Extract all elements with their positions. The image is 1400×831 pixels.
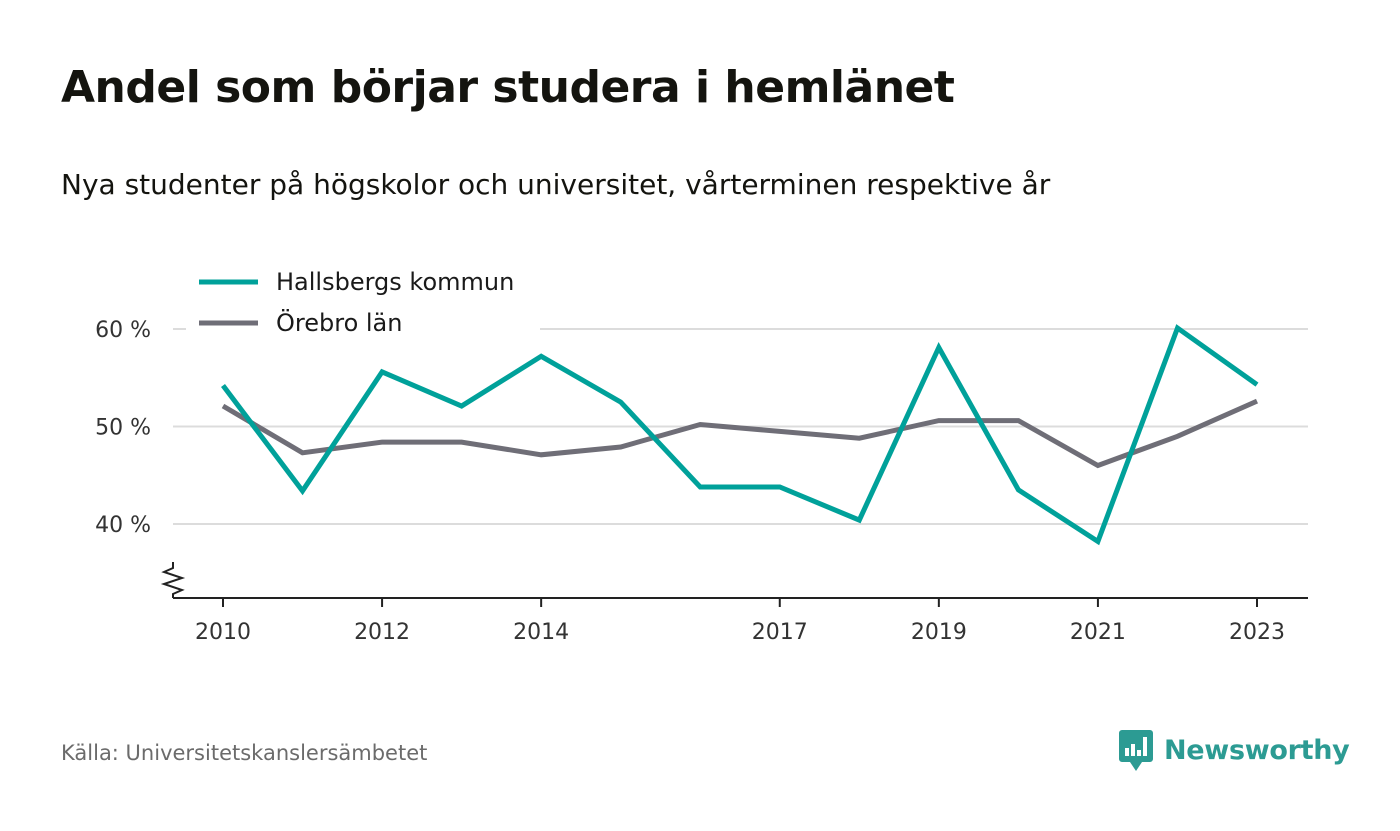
x-axis — [160, 562, 1308, 599]
y-axis-tick-labels: 40 % 50 % 60 % — [95, 318, 151, 538]
series-line-1 — [221, 398, 1259, 469]
x-tick-label: 2019 — [911, 620, 967, 645]
chart-series — [221, 324, 1259, 546]
x-tick-label: 2023 — [1229, 620, 1285, 645]
legend: Hallsbergs kommun Örebro län — [186, 262, 540, 337]
legend-label: Hallsbergs kommun — [276, 268, 514, 296]
source-note: Källa: Universitetskanslersämbetet — [61, 741, 428, 765]
x-axis-tick-labels: 2010 2012 2014 2017 2019 2021 2023 — [195, 598, 1285, 645]
x-tick-label: 2014 — [513, 620, 569, 645]
line-chart: 40 % 50 % 60 % 2010 2012 2014 2017 2019 2021 202… — [95, 262, 1308, 645]
chart-title: Andel som börjar studera i hemlänet — [61, 62, 955, 113]
axis-break-marker — [160, 562, 186, 598]
series-line-0 — [221, 324, 1259, 546]
y-tick-label: 50 % — [95, 416, 151, 441]
x-tick-label: 2012 — [354, 620, 410, 645]
x-tick-label: 2010 — [195, 620, 251, 645]
y-tick-label: 40 % — [95, 513, 151, 538]
chart-subtitle: Nya studenter på högskolor och universit… — [61, 168, 1051, 201]
newsworthy-logo-icon — [1119, 730, 1153, 771]
x-tick-label: 2017 — [752, 620, 808, 645]
y-tick-label: 60 % — [95, 318, 151, 343]
x-tick-label: 2021 — [1070, 620, 1126, 645]
brand-logo[interactable]: Newsworthy — [1118, 727, 1350, 773]
brand-name: Newsworthy — [1164, 734, 1350, 766]
legend-label: Örebro län — [276, 308, 402, 337]
